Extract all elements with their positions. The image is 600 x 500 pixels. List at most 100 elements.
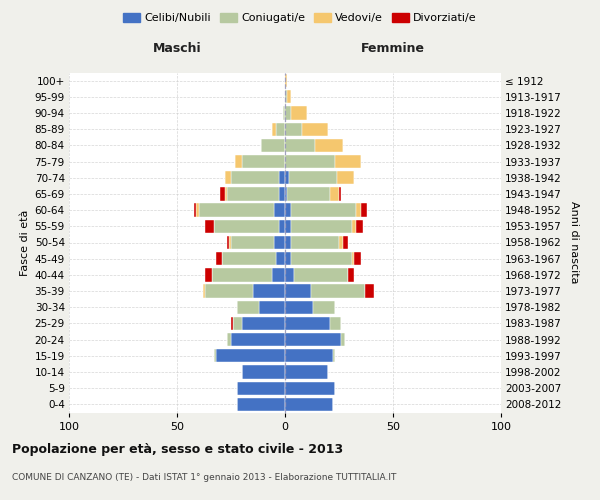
Bar [285,382,335,395]
Bar [285,398,332,411]
Bar [238,382,285,395]
Bar [235,155,242,168]
Bar [242,155,285,168]
Bar [259,300,285,314]
Y-axis label: Anni di nascita: Anni di nascita [569,201,578,283]
Bar [285,90,287,104]
Bar [199,204,274,217]
Bar [278,188,285,200]
Bar [337,171,354,184]
Bar [331,188,339,200]
Bar [287,90,292,104]
Bar [238,398,285,411]
Text: Maschi: Maschi [152,42,202,55]
Bar [341,333,346,346]
Bar [289,171,337,184]
Text: Popolazione per età, sesso e stato civile - 2013: Popolazione per età, sesso e stato civil… [12,442,343,456]
Bar [216,252,223,266]
Bar [229,236,231,249]
Text: COMUNE DI CANZANO (TE) - Dati ISTAT 1° gennaio 2013 - Elaborazione TUTTITALIA.IT: COMUNE DI CANZANO (TE) - Dati ISTAT 1° g… [12,472,397,482]
Bar [356,220,363,233]
Bar [365,284,374,298]
Bar [231,171,278,184]
Bar [227,188,278,200]
Bar [292,252,352,266]
Bar [285,300,313,314]
Bar [253,284,285,298]
Bar [283,106,285,120]
Bar [292,236,339,249]
Bar [331,317,341,330]
Bar [285,268,293,281]
Bar [292,220,352,233]
Bar [242,317,285,330]
Bar [332,349,335,362]
Bar [313,300,335,314]
Bar [223,252,277,266]
Bar [292,204,356,217]
Bar [196,204,199,217]
Bar [274,236,285,249]
Bar [339,188,341,200]
Bar [352,252,354,266]
Bar [278,171,285,184]
Text: Femmine: Femmine [361,42,425,55]
Bar [285,106,292,120]
Bar [203,284,205,298]
Bar [242,366,285,378]
Bar [233,317,242,330]
Bar [347,268,354,281]
Bar [216,349,285,362]
Bar [278,220,285,233]
Bar [231,333,285,346]
Bar [205,284,253,298]
Bar [227,236,229,249]
Y-axis label: Fasce di età: Fasce di età [20,210,31,276]
Bar [194,204,196,217]
Bar [335,155,361,168]
Bar [224,171,231,184]
Bar [352,220,356,233]
Bar [287,188,331,200]
Bar [339,236,343,249]
Bar [285,366,328,378]
Bar [212,268,272,281]
Bar [285,317,331,330]
Bar [205,220,214,233]
Bar [231,236,274,249]
Bar [285,284,311,298]
Bar [285,236,292,249]
Bar [354,252,361,266]
Bar [343,236,347,249]
Bar [311,284,365,298]
Bar [292,106,307,120]
Bar [285,333,341,346]
Bar [224,188,227,200]
Bar [285,349,332,362]
Bar [285,155,335,168]
Bar [285,74,287,87]
Bar [285,122,302,136]
Bar [220,188,224,200]
Bar [285,204,292,217]
Bar [272,122,277,136]
Bar [277,122,285,136]
Bar [315,138,343,152]
Bar [214,349,216,362]
Bar [302,122,328,136]
Bar [231,317,233,330]
Bar [214,220,278,233]
Bar [285,171,289,184]
Bar [274,204,285,217]
Bar [238,300,259,314]
Bar [361,204,367,217]
Bar [285,138,315,152]
Bar [261,138,285,152]
Bar [205,268,212,281]
Bar [285,188,287,200]
Bar [285,220,292,233]
Legend: Celibi/Nubili, Coniugati/e, Vedovi/e, Divorziati/e: Celibi/Nubili, Coniugati/e, Vedovi/e, Di… [119,8,481,28]
Bar [272,268,285,281]
Bar [356,204,361,217]
Bar [277,252,285,266]
